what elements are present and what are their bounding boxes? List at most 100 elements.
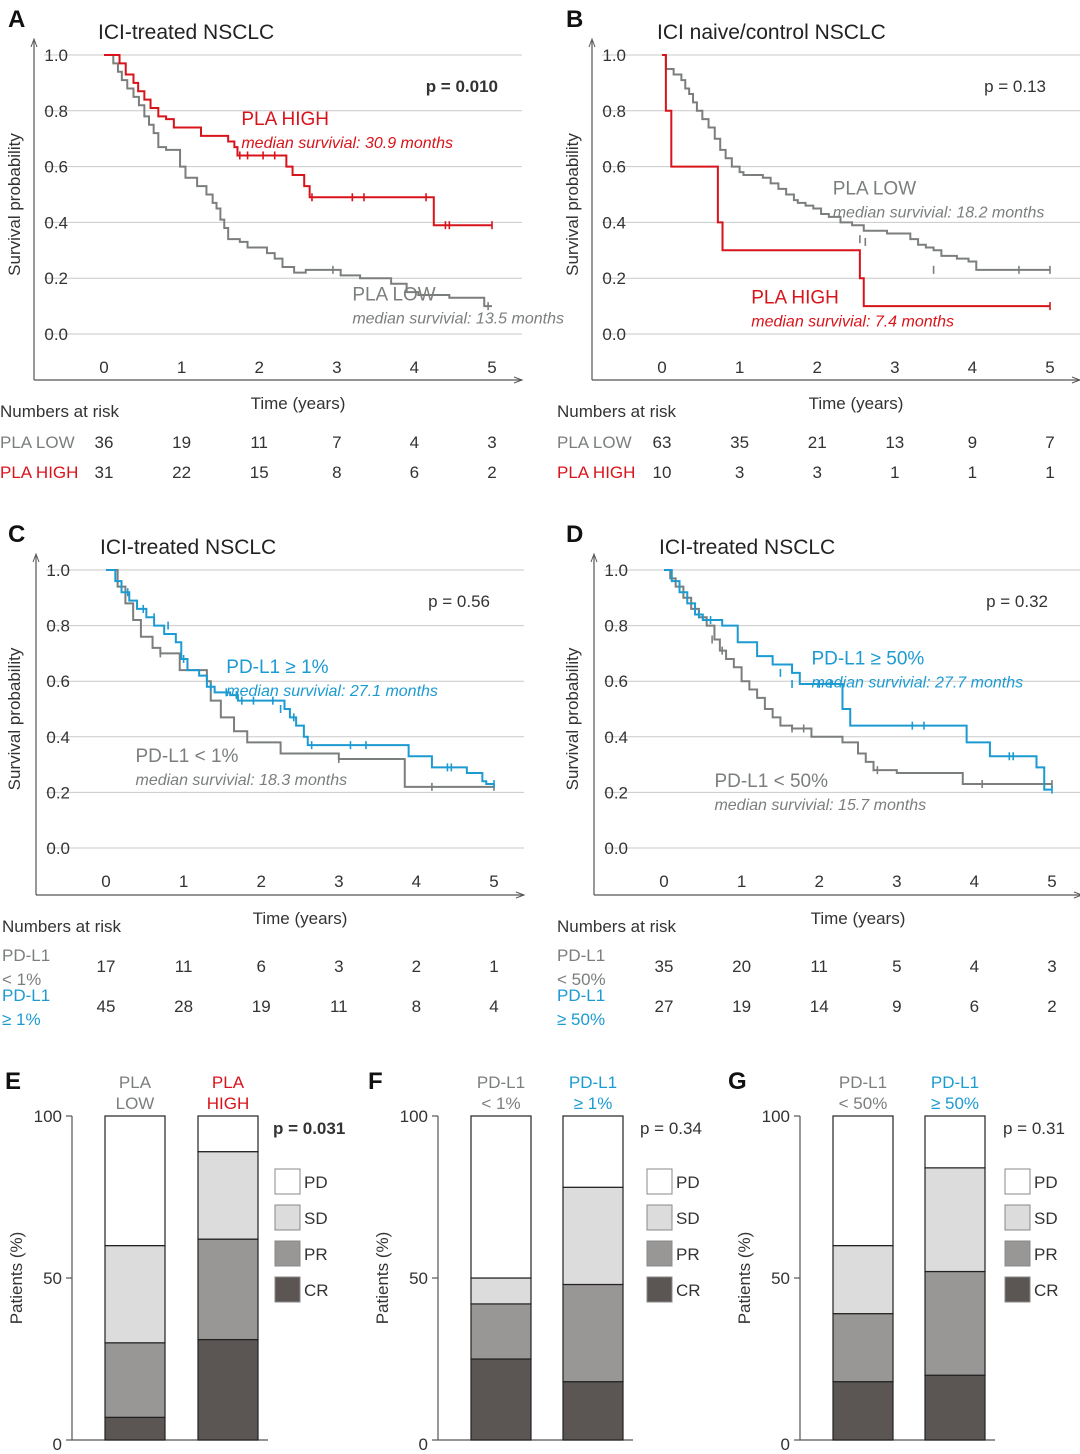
category-label: HIGH <box>207 1094 250 1113</box>
panel-letter: C <box>8 521 25 548</box>
x-tick-label: 0 <box>657 358 666 377</box>
legend-label: SD <box>676 1209 700 1228</box>
survival-curve-high <box>104 54 492 227</box>
panel-letter: G <box>728 1068 747 1095</box>
risk-value: 1 <box>489 957 498 976</box>
risk-value: 21 <box>808 433 827 452</box>
risk-row-label: PD-L1 <box>557 986 605 1005</box>
risk-row-label: PLA HIGH <box>557 463 635 482</box>
y-tick-label: 0.0 <box>602 325 626 344</box>
risk-value: 4 <box>489 997 498 1016</box>
risk-value: 9 <box>968 433 977 452</box>
y-tick-label: 0 <box>419 1435 428 1454</box>
category-label: PLA <box>119 1073 152 1092</box>
y-axis-arrow <box>590 552 598 563</box>
risk-value: 8 <box>412 997 421 1016</box>
p-value: p = 0.31 <box>1003 1119 1065 1138</box>
risk-row-label: < 1% <box>2 970 41 989</box>
bar-segment-pd <box>104 1115 166 1247</box>
category-label: PD-L1 <box>839 1073 887 1092</box>
bar-segment-sd <box>197 1151 259 1240</box>
x-tick-label: 1 <box>735 358 744 377</box>
y-tick-label: 0.2 <box>44 269 68 288</box>
y-tick-label: 1.0 <box>46 561 70 580</box>
median-label: median survivial: 18.3 months <box>135 772 347 789</box>
bar-segment-cr <box>562 1381 624 1441</box>
y-tick-label: 100 <box>34 1107 62 1126</box>
risk-value: 27 <box>655 997 674 1016</box>
risk-value: 1 <box>1045 463 1054 482</box>
category-label: ≥ 1% <box>574 1094 613 1113</box>
x-tick-label: 2 <box>254 358 263 377</box>
series-label: PD-L1 < 1% <box>135 746 238 767</box>
x-axis-label: Time (years) <box>253 909 348 928</box>
x-tick-label: 4 <box>968 358 977 377</box>
risk-value: 2 <box>487 463 496 482</box>
median-label: median survivial: 13.5 months <box>352 311 564 328</box>
category-label: PD-L1 <box>931 1073 979 1092</box>
y-tick-label: 0.6 <box>602 158 626 177</box>
survival-curve-blue <box>106 569 494 786</box>
x-axis-arrow <box>1073 891 1080 899</box>
y-tick-label: 50 <box>409 1269 428 1288</box>
x-tick-label: 0 <box>659 872 668 891</box>
risk-value: 4 <box>970 957 979 976</box>
bar-segment-pd <box>832 1115 894 1247</box>
risk-value: 63 <box>653 433 672 452</box>
x-tick-label: 2 <box>814 872 823 891</box>
km-panel-C: C ICI-treated NSCLC 0.0 0.2 0.4 0.6 0.8 1.0 0 1 2 3… <box>2 521 526 1029</box>
x-axis-label: Time (years) <box>809 394 904 413</box>
y-tick-label: 0.6 <box>46 672 70 691</box>
legend-label: PD <box>304 1173 328 1192</box>
median-label: median survivial: 7.4 months <box>751 313 954 330</box>
risk-value: 6 <box>256 957 265 976</box>
x-tick-label: 5 <box>489 872 498 891</box>
chart-title: ICI-treated NSCLC <box>659 536 835 559</box>
risk-value: 1 <box>968 463 977 482</box>
y-tick-label: 0.2 <box>46 783 70 802</box>
risk-row-label: PD-L1 <box>557 946 605 965</box>
risk-value: 14 <box>810 997 829 1016</box>
bar-segment-cr <box>470 1358 532 1441</box>
risk-value: 4 <box>410 433 419 452</box>
y-tick-label: 100 <box>400 1107 428 1126</box>
risk-row-label: ≥ 1% <box>2 1010 41 1029</box>
bar-segment-pr <box>470 1303 532 1360</box>
median-label: median survivial: 15.7 months <box>714 797 926 814</box>
y-tick-label: 0.0 <box>604 839 628 858</box>
y-tick-label: 1.0 <box>602 46 626 65</box>
y-axis-arrow <box>30 37 38 48</box>
y-tick-label: 100 <box>762 1107 790 1126</box>
p-value: p = 0.56 <box>428 592 490 611</box>
y-axis-arrow <box>588 37 596 48</box>
bar-segment-pd <box>924 1115 986 1169</box>
x-tick-label: 1 <box>177 358 186 377</box>
bar-segment-cr <box>924 1374 986 1441</box>
legend-swatch-cr <box>646 1276 673 1303</box>
risk-row-label: PD-L1 <box>2 986 50 1005</box>
risk-value: 13 <box>885 433 904 452</box>
risk-value: 9 <box>892 997 901 1016</box>
y-axis-arrow <box>32 552 40 563</box>
median-label: median survivial: 18.2 months <box>833 205 1045 222</box>
risk-value: 20 <box>732 957 751 976</box>
y-tick-label: 0.8 <box>46 617 70 636</box>
x-tick-label: 2 <box>256 872 265 891</box>
bar-segment-pr <box>197 1238 259 1341</box>
x-axis-arrow <box>513 376 524 384</box>
series-label: PD-L1 ≥ 1% <box>226 657 328 678</box>
bar-segment-sd <box>562 1186 624 1286</box>
risk-table-title: Numbers at risk <box>0 402 120 421</box>
risk-value: 5 <box>892 957 901 976</box>
legend-swatch-pr <box>646 1240 673 1267</box>
legend-swatch-pr <box>274 1240 301 1267</box>
legend-label: SD <box>304 1209 328 1228</box>
risk-value: 7 <box>1045 433 1054 452</box>
y-tick-label: 0.2 <box>604 783 628 802</box>
x-tick-label: 1 <box>737 872 746 891</box>
risk-value: 6 <box>410 463 419 482</box>
bar-segment-pr <box>562 1283 624 1383</box>
y-tick-label: 0.6 <box>604 672 628 691</box>
risk-value: 19 <box>172 433 191 452</box>
p-value: p = 0.13 <box>984 77 1046 96</box>
